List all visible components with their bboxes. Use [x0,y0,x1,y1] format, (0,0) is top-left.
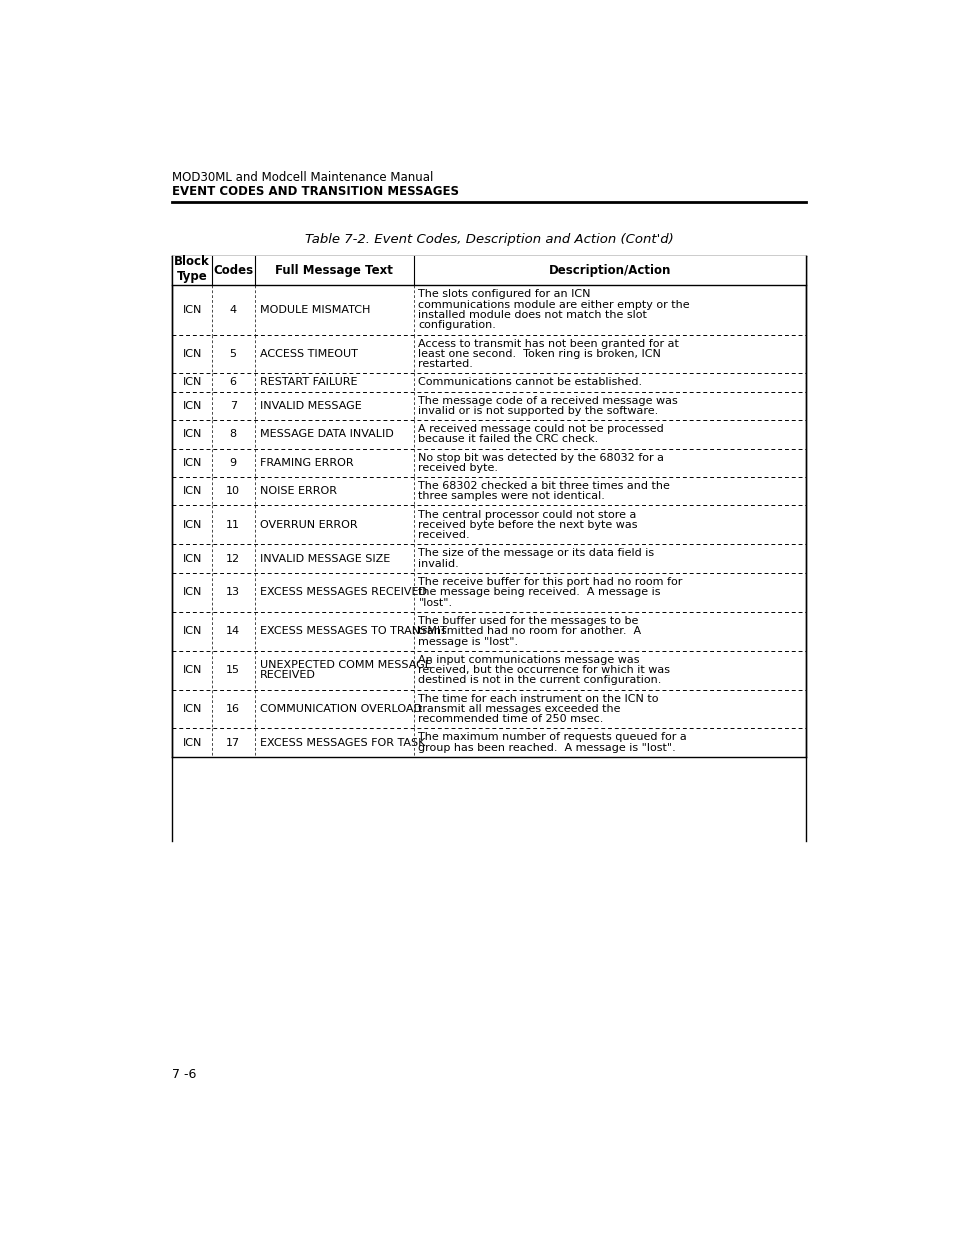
Text: ICN: ICN [182,666,202,676]
Text: FRAMING ERROR: FRAMING ERROR [259,458,353,468]
Text: Full Message Text: Full Message Text [274,264,393,277]
Text: 10: 10 [226,487,240,496]
Text: Block
Type: Block Type [174,256,210,283]
Text: Codes: Codes [213,264,253,277]
Text: received byte before the next byte was: received byte before the next byte was [418,520,638,530]
Text: 11: 11 [226,520,240,530]
Text: 7: 7 [230,401,236,411]
Text: INVALID MESSAGE: INVALID MESSAGE [259,401,361,411]
Text: ACCESS TIMEOUT: ACCESS TIMEOUT [259,350,357,359]
Text: EVENT CODES AND TRANSITION MESSAGES: EVENT CODES AND TRANSITION MESSAGES [172,185,458,198]
Text: installed module does not match the slot: installed module does not match the slot [418,310,646,320]
Text: UNEXPECTED COMM MESSAGE: UNEXPECTED COMM MESSAGE [259,659,431,669]
Text: The central processor could not store a: The central processor could not store a [418,510,636,520]
Text: transmitted had no room for another.  A: transmitted had no room for another. A [418,626,640,636]
Text: 15: 15 [226,666,240,676]
Text: ICN: ICN [182,737,202,747]
Text: A received message could not be processed: A received message could not be processe… [418,424,663,433]
Text: received byte.: received byte. [418,463,497,473]
Bar [172,256,805,285]
Text: RECEIVED: RECEIVED [259,671,315,680]
Text: "lost".: "lost". [418,598,452,608]
Text: transmit all messages exceeded the: transmit all messages exceeded the [418,704,620,714]
Text: 9: 9 [230,458,236,468]
Text: Access to transmit has not been granted for at: Access to transmit has not been granted … [418,338,679,348]
Text: OVERRUN ERROR: OVERRUN ERROR [259,520,356,530]
Text: invalid or is not supported by the software.: invalid or is not supported by the softw… [418,406,658,416]
Text: EXCESS MESSAGES TO TRANSMIT: EXCESS MESSAGES TO TRANSMIT [259,626,446,636]
Text: The message code of a received message was: The message code of a received message w… [418,395,678,405]
Text: COMMUNICATION OVERLOAD: COMMUNICATION OVERLOAD [259,704,421,714]
Text: Communications cannot be established.: Communications cannot be established. [418,378,642,388]
Text: The maximum number of requests queued for a: The maximum number of requests queued fo… [418,732,686,742]
Text: 12: 12 [226,553,240,563]
Text: ICN: ICN [182,553,202,563]
Text: received, but the occurrence for which it was: received, but the occurrence for which i… [418,666,670,676]
Text: destined is not in the current configuration.: destined is not in the current configura… [418,676,661,685]
Text: No stop bit was detected by the 68032 for a: No stop bit was detected by the 68032 fo… [418,452,663,463]
Text: the message being received.  A message is: the message being received. A message is [418,588,660,598]
Text: INVALID MESSAGE SIZE: INVALID MESSAGE SIZE [259,553,390,563]
Text: ICN: ICN [182,626,202,636]
Text: ICN: ICN [182,378,202,388]
Text: recommended time of 250 msec.: recommended time of 250 msec. [418,714,603,725]
Text: group has been reached.  A message is "lost".: group has been reached. A message is "lo… [418,742,676,753]
Text: 4: 4 [230,305,236,315]
Text: least one second.  Token ring is broken, ICN: least one second. Token ring is broken, … [418,350,660,359]
Text: RESTART FAILURE: RESTART FAILURE [259,378,356,388]
Text: message is "lost".: message is "lost". [418,636,518,647]
Text: 13: 13 [226,588,240,598]
Text: invalid.: invalid. [418,558,458,569]
Text: EXCESS MESSAGES FOR TASK: EXCESS MESSAGES FOR TASK [259,737,424,747]
Text: MOD30ML and Modcell Maintenance Manual: MOD30ML and Modcell Maintenance Manual [172,172,433,184]
Text: The time for each instrument on the ICN to: The time for each instrument on the ICN … [418,694,659,704]
Text: NOISE ERROR: NOISE ERROR [259,487,336,496]
Text: An input communications message was: An input communications message was [418,655,639,664]
Text: because it failed the CRC check.: because it failed the CRC check. [418,435,598,445]
Text: The receive buffer for this port had no room for: The receive buffer for this port had no … [418,577,682,587]
Text: Table 7-2. Event Codes, Description and Action (Cont'd): Table 7-2. Event Codes, Description and … [304,233,673,246]
Text: communications module are either empty or the: communications module are either empty o… [418,300,689,310]
Text: ICN: ICN [182,350,202,359]
Text: ICN: ICN [182,401,202,411]
Text: received.: received. [418,530,470,541]
Text: 14: 14 [226,626,240,636]
Text: ICN: ICN [182,430,202,440]
Text: ICN: ICN [182,520,202,530]
Text: 17: 17 [226,737,240,747]
Text: three samples were not identical.: three samples were not identical. [418,492,604,501]
Text: Description/Action: Description/Action [548,264,670,277]
Text: 5: 5 [230,350,236,359]
Text: ICN: ICN [182,704,202,714]
Text: ICN: ICN [182,588,202,598]
Text: restarted.: restarted. [418,359,473,369]
Text: The slots configured for an ICN: The slots configured for an ICN [418,289,590,299]
Text: The 68302 checked a bit three times and the: The 68302 checked a bit three times and … [418,482,670,492]
Text: 7 -6: 7 -6 [172,1068,196,1082]
Text: 8: 8 [230,430,236,440]
Text: configuration.: configuration. [418,321,496,331]
Text: MODULE MISMATCH: MODULE MISMATCH [259,305,370,315]
Text: MESSAGE DATA INVALID: MESSAGE DATA INVALID [259,430,393,440]
Text: ICN: ICN [182,487,202,496]
Text: 16: 16 [226,704,240,714]
Text: EXCESS MESSAGES RECEIVED: EXCESS MESSAGES RECEIVED [259,588,426,598]
Text: The buffer used for the messages to be: The buffer used for the messages to be [418,616,639,626]
Text: ICN: ICN [182,458,202,468]
Text: The size of the message or its data field is: The size of the message or its data fiel… [418,548,654,558]
Text: 6: 6 [230,378,236,388]
Text: ICN: ICN [182,305,202,315]
